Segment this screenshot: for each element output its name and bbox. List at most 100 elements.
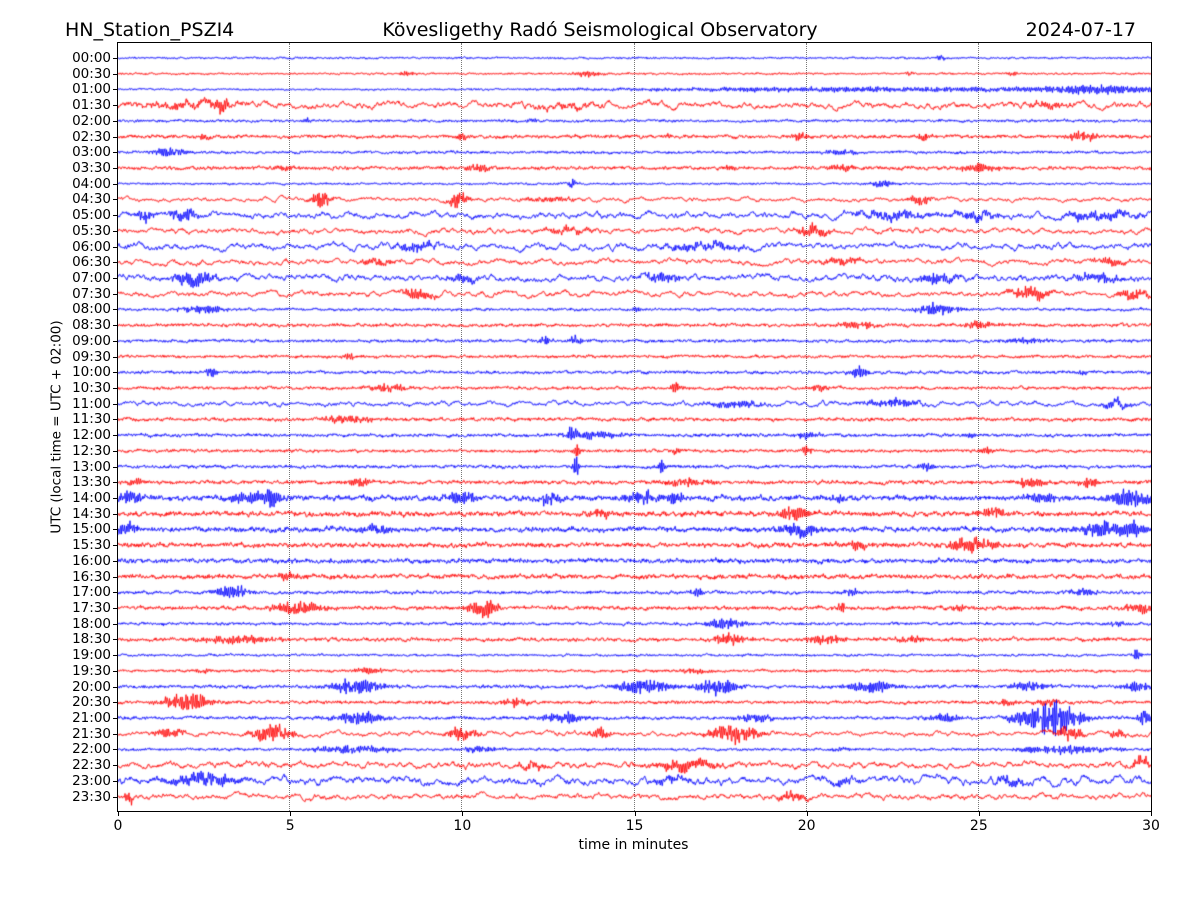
y-tick-label: 15:00 — [72, 521, 111, 538]
y-tick — [113, 136, 117, 138]
y-tick — [113, 765, 117, 767]
y-tick — [113, 293, 117, 295]
x-tick — [634, 812, 636, 816]
y-tick-label: 01:00 — [72, 81, 111, 98]
y-tick-label: 21:00 — [72, 710, 111, 727]
y-tick — [113, 623, 117, 625]
y-tick-label: 20:00 — [72, 678, 111, 695]
y-tick-label: 02:30 — [72, 128, 111, 145]
y-tick-label: 13:30 — [72, 474, 111, 491]
y-tick-label: 09:00 — [72, 332, 111, 349]
y-tick — [113, 450, 117, 452]
y-tick — [113, 576, 117, 578]
y-tick-label: 13:00 — [72, 458, 111, 475]
y-tick — [113, 246, 117, 248]
observatory-title: Kövesligethy Radó Seismological Observat… — [382, 19, 818, 41]
y-tick-label: 12:00 — [72, 427, 111, 444]
y-tick — [113, 796, 117, 798]
x-tick-label: 30 — [1142, 818, 1160, 834]
y-tick — [113, 278, 117, 279]
y-tick — [113, 655, 117, 657]
y-tick-label: 05:00 — [72, 207, 111, 224]
y-tick — [113, 592, 117, 594]
y-tick-label: 23:00 — [72, 772, 111, 789]
y-tick-label: 09:30 — [72, 348, 111, 365]
x-tick — [1151, 812, 1152, 816]
y-tick-label: 03:00 — [72, 144, 111, 161]
y-tick — [113, 545, 117, 547]
y-tick-label: 20:30 — [72, 694, 111, 711]
y-tick — [113, 560, 117, 562]
y-tick — [113, 58, 117, 59]
y-tick-label: 04:00 — [72, 175, 111, 192]
y-tick — [113, 498, 117, 500]
x-tick-label: 25 — [969, 818, 988, 834]
y-tick-label: 22:00 — [72, 741, 111, 758]
y-tick-label: 12:30 — [72, 442, 111, 459]
y-tick-label: 10:30 — [72, 380, 111, 396]
y-tick — [113, 686, 117, 688]
y-tick — [113, 120, 117, 122]
x-axis-label: time in minutes — [578, 837, 689, 853]
y-tick — [113, 466, 117, 468]
y-tick-label: 18:00 — [72, 615, 111, 632]
y-tick-label: 21:30 — [72, 725, 111, 742]
y-tick-label: 11:00 — [72, 395, 111, 412]
y-tick — [113, 529, 117, 531]
y-tick-label: 05:30 — [72, 222, 111, 239]
y-tick-label: 19:00 — [72, 647, 111, 664]
x-tick-label: 0 — [113, 818, 123, 834]
y-tick-label: 22:30 — [72, 757, 111, 774]
y-tick — [113, 670, 117, 672]
y-axis-label: UTC (local time = UTC + 02:00) — [48, 320, 65, 534]
y-tick — [113, 388, 117, 389]
x-tick — [290, 812, 292, 816]
y-tick-label: 01:30 — [72, 97, 111, 114]
y-tick — [113, 780, 117, 782]
y-tick — [113, 183, 117, 185]
x-tick-label: 5 — [285, 818, 295, 834]
traces-canvas — [118, 43, 1151, 811]
y-tick — [113, 608, 117, 610]
x-tick — [806, 812, 808, 816]
y-tick-label: 19:30 — [72, 662, 111, 679]
y-tick — [113, 325, 117, 327]
y-tick — [113, 482, 117, 484]
y-tick — [113, 435, 117, 437]
y-tick — [113, 749, 117, 751]
y-tick — [113, 702, 117, 704]
y-tick-label: 15:30 — [72, 537, 111, 554]
y-tick — [113, 733, 117, 735]
y-tick-label: 00:30 — [72, 65, 111, 82]
station-title: HN_Station_PSZI4 — [65, 19, 235, 41]
y-tick — [113, 168, 117, 169]
y-tick-label: 17:00 — [72, 584, 111, 601]
y-tick — [113, 215, 117, 217]
y-tick — [113, 199, 117, 201]
y-tick-label: 10:00 — [72, 364, 111, 381]
y-tick-label: 14:00 — [72, 490, 111, 507]
y-tick — [113, 639, 117, 641]
y-tick — [113, 105, 117, 107]
y-tick-label: 23:30 — [72, 788, 111, 805]
y-tick — [113, 419, 117, 421]
y-tick — [113, 262, 117, 264]
y-tick-label: 16:00 — [72, 552, 111, 569]
y-tick-label: 16:30 — [72, 568, 111, 585]
y-tick — [113, 152, 117, 154]
x-tick-label: 10 — [453, 818, 472, 834]
x-tick-label: 15 — [625, 818, 644, 834]
y-tick — [113, 230, 117, 232]
y-tick-label: 04:30 — [72, 191, 111, 208]
y-tick — [113, 403, 117, 405]
y-tick — [113, 309, 117, 311]
y-tick-label: 18:30 — [72, 631, 111, 648]
y-tick-label: 14:30 — [72, 505, 111, 522]
y-tick-label: 11:30 — [72, 411, 111, 428]
y-tick-label: 17:30 — [72, 600, 111, 617]
y-tick-label: 02:00 — [72, 112, 111, 129]
x-tick — [118, 812, 119, 816]
y-tick-label: 08:30 — [72, 317, 111, 334]
y-tick — [113, 73, 117, 75]
